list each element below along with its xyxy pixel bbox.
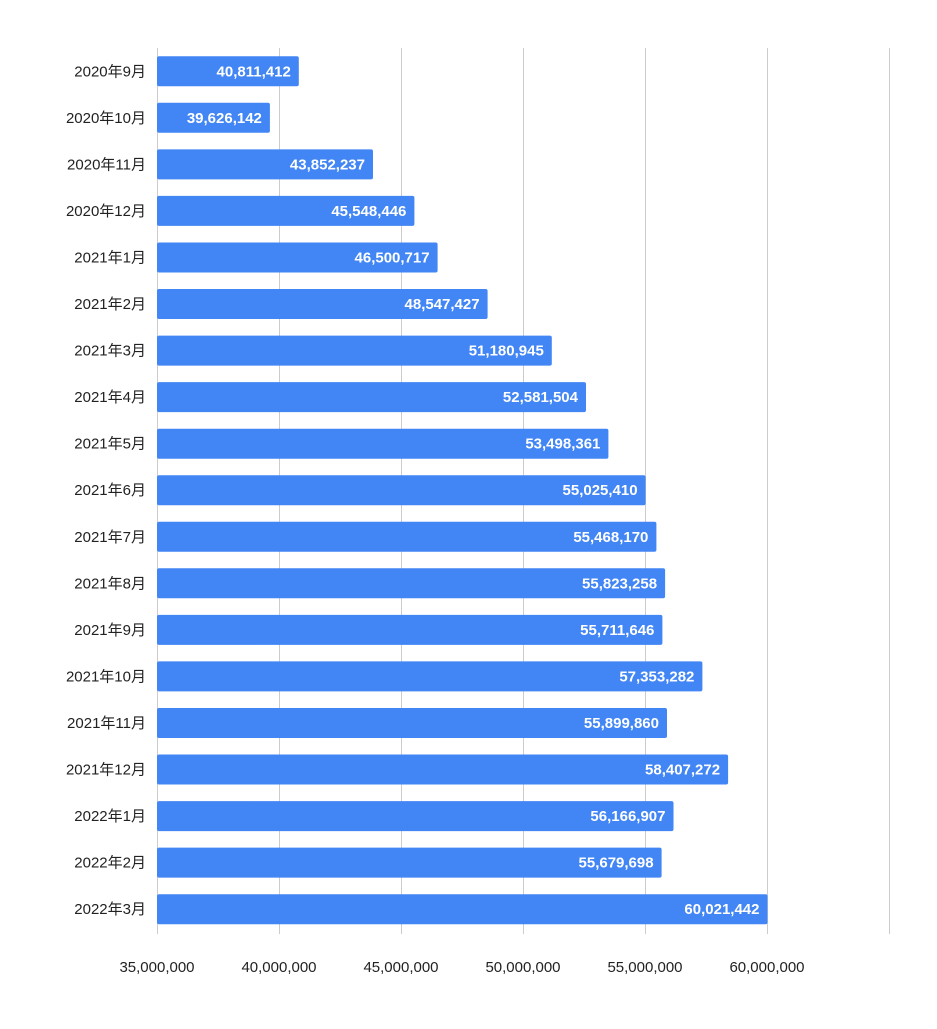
bar-1 [157, 102, 270, 133]
x-tick-label-1: 40,000,000 [241, 959, 316, 976]
bar-5 [157, 289, 488, 319]
bar-15 [157, 754, 729, 785]
data-label-6: 51,180,945 [469, 343, 544, 360]
category-label-9: 2021年6月 [74, 482, 146, 499]
data-label-2: 43,852,237 [290, 156, 365, 173]
category-label-15: 2021年12月 [66, 762, 146, 779]
bar-11 [157, 568, 666, 599]
data-label-8: 53,498,361 [525, 436, 600, 453]
bar-0 [157, 56, 299, 87]
data-label-11: 55,823,258 [582, 575, 657, 592]
category-label-3: 2020年12月 [66, 203, 146, 220]
category-label-1: 2020年10月 [66, 110, 146, 127]
x-tick-labels: 35,000,000 40,000,000 45,000,000 50,000,000… [119, 959, 804, 976]
data-label-3: 45,548,446 [331, 203, 406, 220]
category-label-10: 2021年7月 [74, 529, 146, 546]
bar-9 [157, 475, 646, 506]
data-label-5: 48,547,427 [405, 296, 480, 313]
bar-4 [157, 242, 438, 273]
bar-14 [157, 708, 667, 738]
x-tick-label-3: 50,000,000 [485, 959, 560, 976]
data-label-10: 55,468,170 [573, 529, 648, 546]
data-label-15: 58,407,272 [645, 762, 720, 779]
data-label-4: 46,500,717 [355, 250, 430, 267]
data-label-13: 57,353,282 [619, 668, 694, 685]
bar-6 [157, 335, 552, 366]
category-label-11: 2021年8月 [74, 575, 146, 592]
category-label-0: 2020年9月 [74, 63, 146, 80]
x-tick-label-0: 35,000,000 [119, 959, 194, 976]
category-label-17: 2022年2月 [74, 855, 146, 872]
bar-17 [157, 847, 662, 878]
bar-3 [157, 195, 415, 226]
data-label-1: 39,626,142 [187, 110, 262, 127]
data-label-7: 52,581,504 [503, 389, 579, 406]
x-tick-label-2: 45,000,000 [363, 959, 438, 976]
data-label-16: 56,166,907 [590, 808, 665, 825]
bars: 40,811,412 39,626,142 43,852,237 45,548,446… [157, 56, 768, 925]
bar-10 [157, 521, 657, 552]
data-label-18: 60,021,442 [684, 901, 759, 918]
category-labels: 2020年9月 2020年10月 2020年11月 2020年12月 2021年1月 20… [66, 63, 146, 918]
bar-18 [157, 894, 768, 925]
data-label-0: 40,811,412 [217, 63, 291, 80]
data-label-17: 55,679,698 [579, 855, 654, 872]
category-label-12: 2021年9月 [74, 622, 146, 639]
x-tick-label-4: 55,000,000 [607, 959, 682, 976]
bar-8 [157, 428, 609, 459]
category-label-6: 2021年3月 [74, 343, 146, 360]
category-label-13: 2021年10月 [66, 668, 146, 685]
x-tick-label-5: 60,000,000 [729, 959, 804, 976]
category-label-18: 2022年3月 [74, 901, 146, 918]
bar-7 [157, 382, 586, 413]
bar-12 [157, 614, 663, 645]
data-label-14: 55,899,860 [584, 715, 659, 732]
category-label-4: 2021年1月 [74, 250, 146, 267]
category-label-2: 2020年11月 [67, 156, 146, 173]
category-label-14: 2021年11月 [67, 715, 146, 732]
category-label-8: 2021年5月 [74, 436, 146, 453]
data-label-9: 55,025,410 [563, 482, 638, 499]
bar-13 [157, 661, 703, 692]
category-label-5: 2021年2月 [74, 296, 146, 313]
bar-16 [157, 801, 674, 832]
category-label-16: 2022年1月 [74, 808, 146, 825]
bar-2 [157, 149, 373, 180]
data-label-12: 55,711,646 [580, 622, 654, 639]
category-label-7: 2021年4月 [74, 389, 146, 406]
